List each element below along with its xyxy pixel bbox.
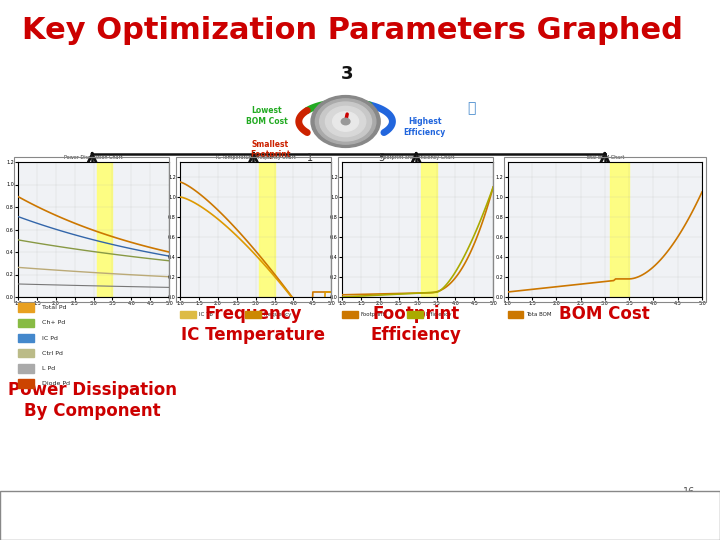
Text: >>: >> xyxy=(379,166,392,174)
Text: Footprint
Efficiency: Footprint Efficiency xyxy=(371,305,462,344)
Text: Smallest
Footprint: Smallest Footprint xyxy=(250,140,290,159)
Bar xyxy=(610,162,629,297)
FancyBboxPatch shape xyxy=(368,163,402,181)
FancyBboxPatch shape xyxy=(289,163,323,181)
Text: <<: << xyxy=(300,166,312,174)
Text: BOM Cost: BOM Cost xyxy=(559,305,650,323)
Title: Power Dissipation Chart: Power Dissipation Chart xyxy=(64,155,123,160)
Text: Diode Pd: Diode Pd xyxy=(42,381,70,386)
Text: Frequency
IC Temperature: Frequency IC Temperature xyxy=(181,305,325,344)
Text: INSTRUMENTS: INSTRUMENTS xyxy=(626,518,683,524)
Text: IC Tb: IC Tb xyxy=(199,312,212,317)
Text: Lowest
BOM Cost: Lowest BOM Cost xyxy=(246,106,287,126)
Text: Efficiency: Efficiency xyxy=(426,312,452,317)
Text: Total Pd: Total Pd xyxy=(42,305,66,310)
Text: L Pd: L Pd xyxy=(42,366,55,371)
Bar xyxy=(259,162,274,297)
Text: 5: 5 xyxy=(379,153,384,163)
Bar xyxy=(421,162,436,297)
Circle shape xyxy=(320,102,372,141)
Text: IC Pd: IC Pd xyxy=(42,335,58,341)
Text: Key Optimization Parameters Graphed: Key Optimization Parameters Graphed xyxy=(22,16,683,45)
Circle shape xyxy=(341,118,350,125)
Text: Ch+ Pd: Ch+ Pd xyxy=(42,320,65,326)
Text: Tota BOM: Tota BOM xyxy=(526,312,552,317)
Text: 1: 1 xyxy=(307,153,312,163)
Title: Total BOM Chart: Total BOM Chart xyxy=(585,155,624,160)
Text: Highest
Efficiency: Highest Efficiency xyxy=(404,117,446,137)
Circle shape xyxy=(315,99,376,144)
Text: Ctrl Pd: Ctrl Pd xyxy=(42,350,63,356)
Title: IC Temperature/Frequency Chart: IC Temperature/Frequency Chart xyxy=(216,155,295,160)
Circle shape xyxy=(325,106,366,137)
Text: TEXAS: TEXAS xyxy=(626,502,657,510)
Text: 16: 16 xyxy=(683,487,695,497)
Text: Footprint: Footprint xyxy=(361,312,385,317)
Text: ⭘: ⭘ xyxy=(467,101,476,115)
Circle shape xyxy=(333,112,359,131)
Text: Power Dissipation
By Component: Power Dissipation By Component xyxy=(8,381,176,420)
Bar xyxy=(97,162,112,297)
Circle shape xyxy=(311,96,380,147)
Text: 3: 3 xyxy=(341,65,354,83)
Title: Footprint and Efficiency Chart: Footprint and Efficiency Chart xyxy=(381,155,454,160)
Text: ▼: ▼ xyxy=(591,504,604,522)
Text: Frequency: Frequency xyxy=(264,312,292,317)
